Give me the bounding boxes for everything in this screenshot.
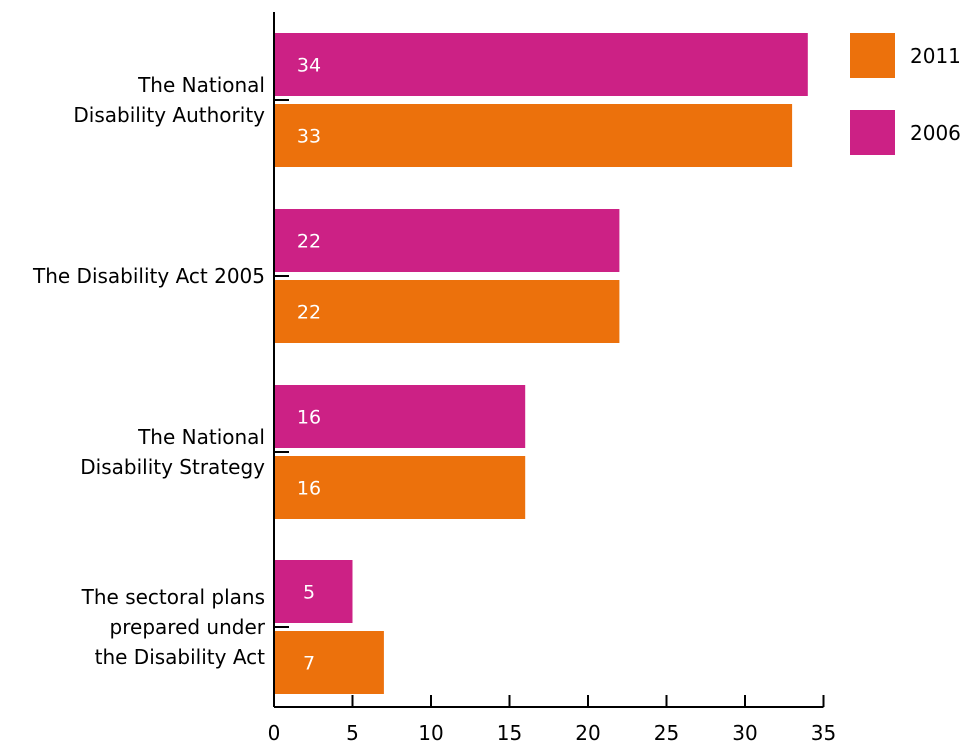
legend-label-2006: 2006 [910,121,961,145]
category-label-1: The Disability Act 2005 [32,264,265,288]
category-label-2: The National Disability Strategy [80,425,265,479]
x-tick-label-5: 5 [346,721,359,745]
data-label-2006-0: 34 [297,55,321,77]
category-label-0: The National Disability Authority [73,73,265,127]
labels-layer: 34 33 22 22 16 16 5 7 0 5 10 15 20 25 30 35 The National… [32,55,836,746]
legend-swatch-2011 [850,33,895,78]
legend-label-2011: 2011 [910,44,961,68]
x-tick-label-35: 35 [811,721,836,745]
category-label-line: The sectoral plans [81,585,265,609]
category-label-line: Disability Strategy [80,455,265,479]
axes-layer [273,12,825,708]
category-label-line: Disability Authority [73,103,265,127]
bar-2011-0 [274,104,793,167]
bar-2011-1 [274,280,620,343]
data-label-2011-2: 16 [297,478,321,500]
x-tick-label-0: 0 [268,721,281,745]
bar-2006-1 [274,209,620,272]
category-label-line: The National [137,425,265,449]
data-label-2006-3: 5 [303,582,315,604]
category-label-line: the Disability Act [95,645,266,669]
x-tick-label-20: 20 [575,721,600,745]
bar-2006-2 [274,385,526,448]
bar-2006-3 [274,560,353,623]
bar-2011-2 [274,456,526,519]
x-tick-label-10: 10 [418,721,443,745]
legend: 2011 2006 [850,33,961,155]
data-label-2006-2: 16 [297,407,321,429]
data-label-2006-1: 22 [297,231,321,253]
x-tick-label-15: 15 [497,721,522,745]
x-tick-label-25: 25 [654,721,679,745]
category-label-line: The National [137,73,265,97]
x-tick-label-30: 30 [732,721,757,745]
legend-swatch-2006 [850,110,895,155]
bars-layer [274,33,808,694]
category-label-line: prepared under [110,615,266,639]
data-label-2011-0: 33 [297,126,321,148]
bar-2011-3 [274,631,384,694]
category-label-3: The sectoral plans prepared under the Disa… [81,585,266,669]
bar-2006-0 [274,33,808,96]
data-label-2011-1: 22 [297,302,321,324]
category-label-line: The Disability Act 2005 [32,264,265,288]
data-label-2011-3: 7 [303,653,315,675]
